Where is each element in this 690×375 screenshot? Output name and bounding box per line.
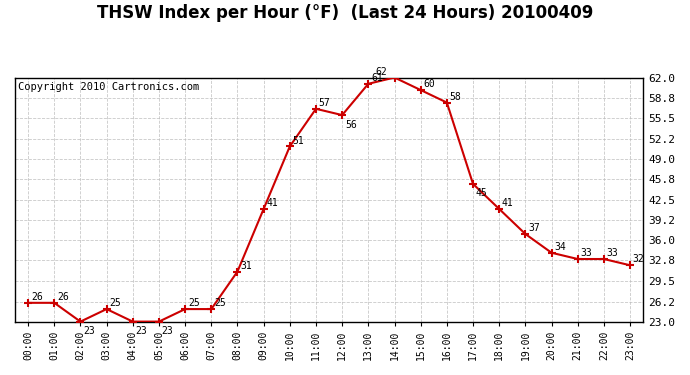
Text: 26: 26 [57,292,69,302]
Text: 26: 26 [31,292,43,302]
Text: 57: 57 [319,98,331,108]
Text: 25: 25 [110,298,121,308]
Text: 33: 33 [580,248,592,258]
Text: 31: 31 [240,261,252,271]
Text: 25: 25 [214,298,226,308]
Text: 45: 45 [476,188,488,198]
Text: 51: 51 [293,136,304,146]
Text: 41: 41 [502,198,514,208]
Text: 58: 58 [450,92,462,102]
Text: 32: 32 [633,255,644,264]
Text: 33: 33 [607,248,618,258]
Text: 34: 34 [554,242,566,252]
Text: 62: 62 [375,67,387,77]
Text: THSW Index per Hour (°F)  (Last 24 Hours) 20100409: THSW Index per Hour (°F) (Last 24 Hours)… [97,4,593,22]
Text: 23: 23 [83,326,95,336]
Text: 37: 37 [528,223,540,233]
Text: 56: 56 [345,120,357,130]
Text: Copyright 2010 Cartronics.com: Copyright 2010 Cartronics.com [18,82,199,92]
Text: 23: 23 [161,326,173,336]
Text: 23: 23 [135,326,147,336]
Text: 41: 41 [266,198,278,208]
Text: 60: 60 [424,79,435,89]
Text: 61: 61 [371,73,383,83]
Text: 25: 25 [188,298,199,308]
